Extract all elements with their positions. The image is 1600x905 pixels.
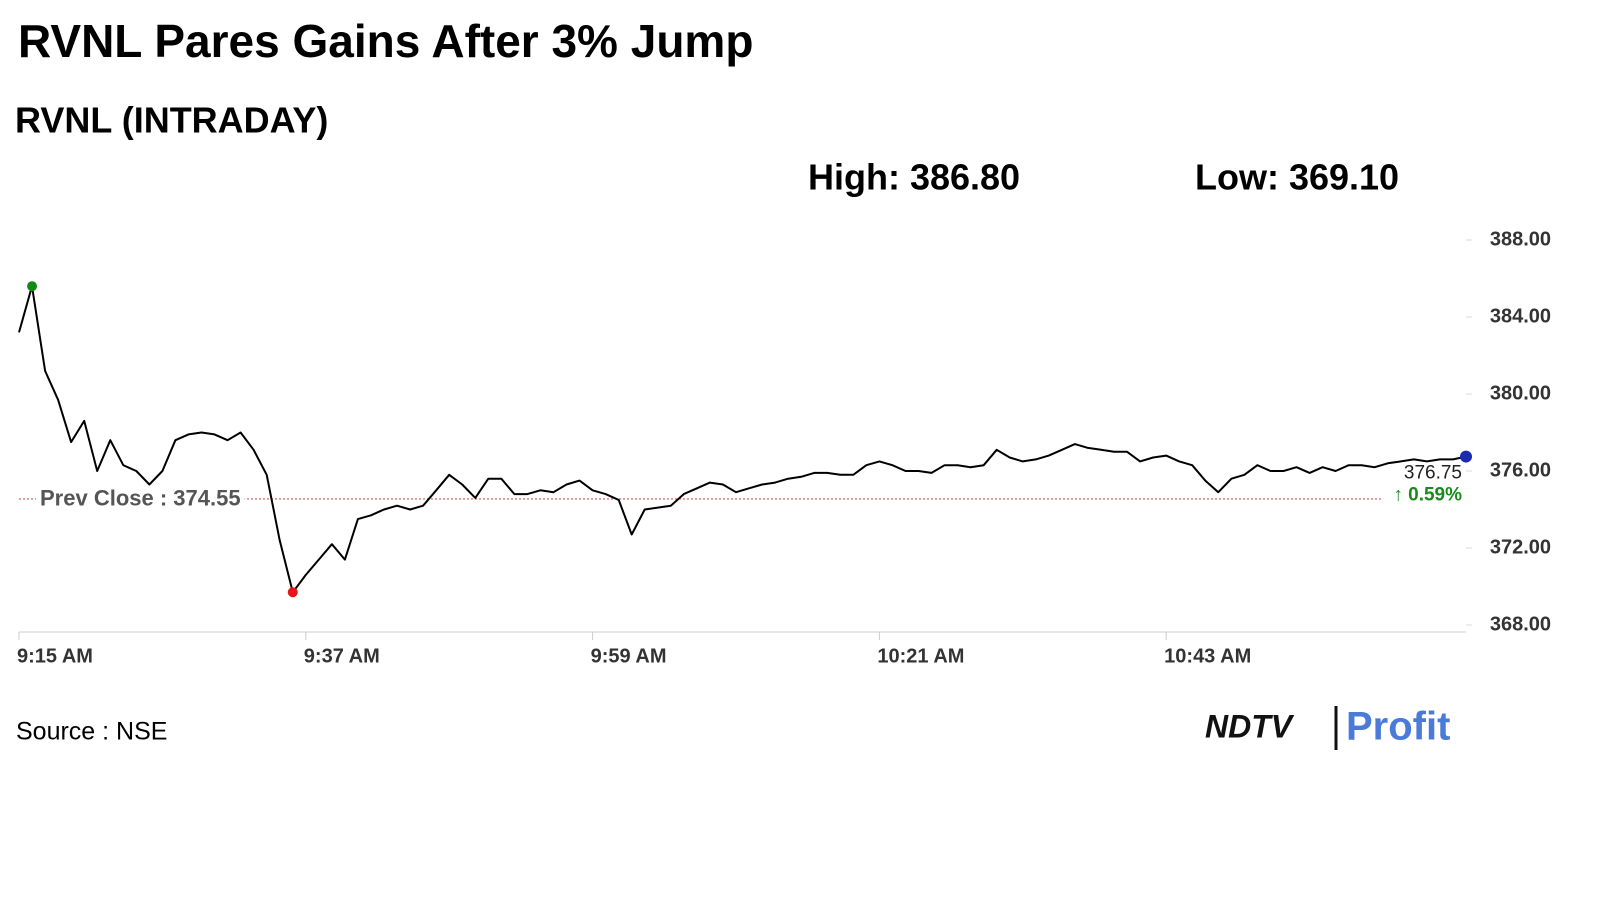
brand-profit: Profit <box>1346 705 1450 749</box>
last-value-label: 376.75 <box>1404 463 1462 484</box>
y-tick-label: 380.00 <box>1490 382 1551 404</box>
y-tick-label: 376.00 <box>1490 459 1551 481</box>
y-tick-label: 388.00 <box>1490 228 1551 250</box>
y-tick-label: 372.00 <box>1490 536 1551 558</box>
x-tick-label: 9:15 AM <box>17 645 93 667</box>
x-tick-label: 9:37 AM <box>304 645 380 667</box>
x-tick-label: 10:43 AM <box>1164 645 1251 667</box>
brand-ndtv: NDTV <box>1205 708 1295 744</box>
x-tick-label: 10:21 AM <box>877 645 964 667</box>
high-dot <box>27 281 38 292</box>
change-label: ↑ 0.59% <box>1393 485 1462 506</box>
low-dot <box>287 587 298 598</box>
y-tick-label: 368.00 <box>1490 613 1551 635</box>
y-tick-label: 384.00 <box>1490 305 1551 327</box>
last-dot <box>1460 450 1472 463</box>
source: Source : NSE <box>16 718 167 746</box>
chart-subtitle: RVNL (INTRADAY) <box>15 100 328 141</box>
x-tick-label: 9:59 AM <box>591 645 667 667</box>
prev-close-label-bg <box>36 485 245 511</box>
low-label: Low: 369.10 <box>1195 157 1399 198</box>
price-line <box>18 285 1467 594</box>
high-label: High: 386.80 <box>808 157 1020 198</box>
prev-close-label: Prev Close : 374.55 <box>40 486 241 511</box>
chart-title: RVNL Pares Gains After 3% Jump <box>18 15 753 67</box>
